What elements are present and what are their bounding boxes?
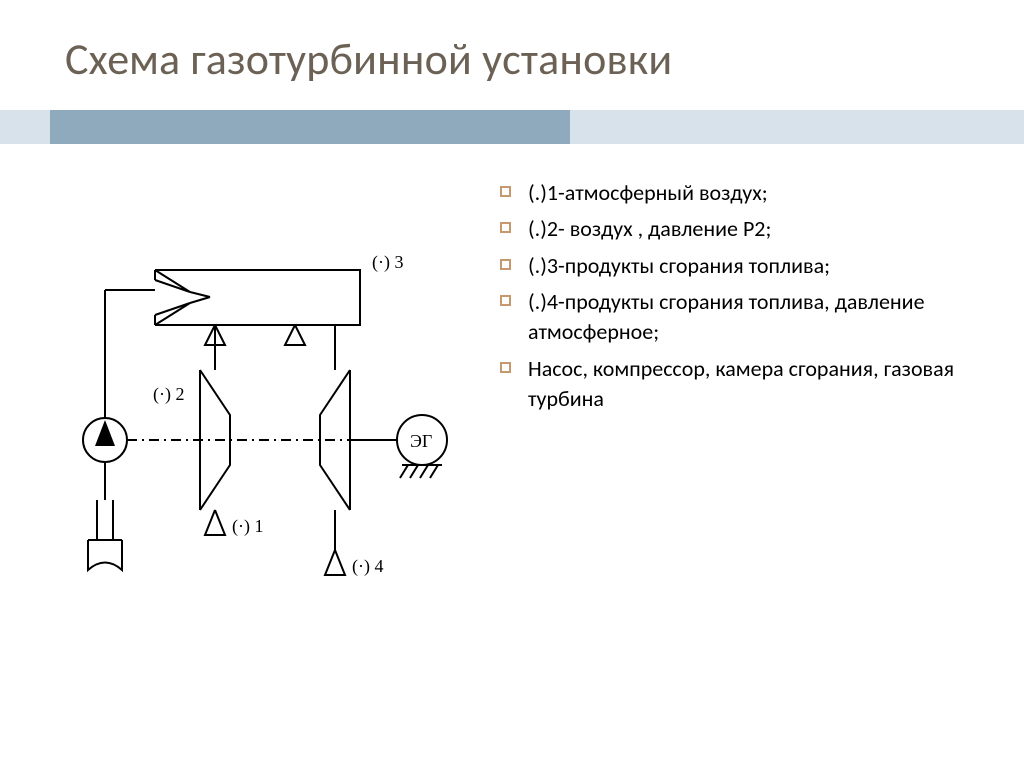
bullet-list: (.)1-атмосферный воздух; (.)2- воздух , …: [500, 178, 970, 421]
gas-turbine-diagram: (·) 3 (·) 2 (·) 1 (·) 4 ЭГ: [50, 240, 470, 600]
accent-bar-left: [0, 110, 50, 144]
list-item-label: (.)1-атмосферный воздух;: [528, 179, 768, 206]
list-item: (.)1-атмосферный воздух;: [500, 178, 970, 208]
diagram-label-4: (·) 4: [352, 556, 383, 577]
list-item: (.)2- воздух , давление Р2;: [500, 214, 970, 244]
list-item: Насос, компрессор, камера сгорания, газо…: [500, 354, 970, 415]
list-item-label: Насос, компрессор, камера сгорания, газо…: [528, 355, 954, 412]
bullet-square-icon: [500, 259, 511, 270]
bullet-square-icon: [500, 362, 511, 373]
list-item-label: (.)4-продукты сгорания топлива, давление…: [528, 288, 925, 345]
bullet-square-icon: [500, 222, 511, 233]
list-item: (.)3-продукты сгорания топлива;: [500, 251, 970, 281]
accent-bar-right: [570, 110, 1024, 144]
slide: Схема газотурбинной установки (.)1-атмос…: [0, 0, 1024, 767]
diagram-label-1: (·) 1: [232, 516, 263, 537]
diagram-label-2: (·) 2: [153, 384, 184, 405]
diagram-label-eg: ЭГ: [410, 431, 432, 451]
list-item-label: (.)3-продукты сгорания топлива;: [528, 252, 830, 279]
bullet-square-icon: [500, 186, 511, 197]
diagram-label-3: (·) 3: [372, 252, 403, 273]
bullet-square-icon: [500, 295, 511, 306]
list-item-label: (.)2- воздух , давление Р2;: [528, 215, 771, 242]
accent-bar-mid: [50, 110, 570, 144]
list-item: (.)4-продукты сгорания топлива, давление…: [500, 287, 970, 348]
accent-bar: [0, 110, 1024, 144]
slide-title: Схема газотурбинной установки: [65, 32, 672, 86]
